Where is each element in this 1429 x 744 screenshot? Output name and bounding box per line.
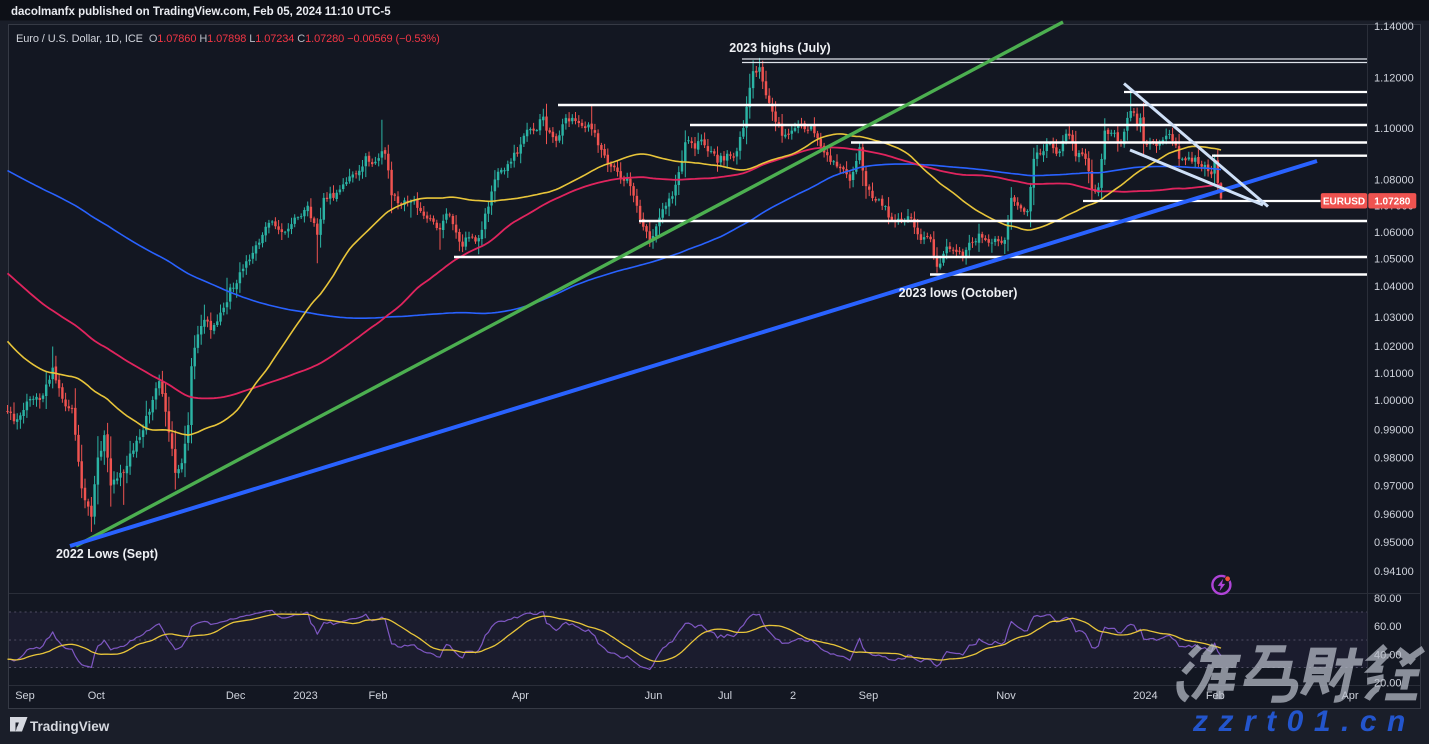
svg-text:2022 Lows (Sept): 2022 Lows (Sept) [56, 547, 158, 561]
svg-text:1.07280: 1.07280 [1374, 197, 1411, 208]
svg-text:Sep: Sep [15, 690, 35, 702]
svg-text:2023: 2023 [293, 690, 317, 702]
svg-text:0.98000: 0.98000 [1374, 453, 1414, 465]
svg-text:0.94100: 0.94100 [1374, 566, 1414, 578]
svg-text:2023 highs (July): 2023 highs (July) [729, 41, 830, 55]
svg-text:1.04000: 1.04000 [1374, 281, 1414, 293]
svg-text:1.12000: 1.12000 [1374, 73, 1414, 85]
svg-text:2: 2 [790, 690, 796, 702]
svg-text:2024: 2024 [1133, 690, 1157, 702]
svg-text:0.99000: 0.99000 [1374, 425, 1414, 437]
svg-text:80.00: 80.00 [1374, 593, 1402, 605]
svg-text:1.08000: 1.08000 [1374, 175, 1414, 187]
svg-text:Jul: Jul [718, 690, 732, 702]
svg-text:0.95000: 0.95000 [1374, 537, 1414, 549]
svg-text:Dec: Dec [226, 690, 246, 702]
svg-text:Oct: Oct [88, 690, 105, 702]
svg-text:60.00: 60.00 [1374, 621, 1402, 633]
svg-text:TradingView: TradingView [30, 719, 110, 734]
svg-text:0.97000: 0.97000 [1374, 481, 1414, 493]
svg-text:1.06000: 1.06000 [1374, 227, 1414, 239]
svg-text:1.00000: 1.00000 [1374, 395, 1414, 407]
svg-text:0.96000: 0.96000 [1374, 509, 1414, 521]
svg-text:Apr: Apr [512, 690, 529, 702]
svg-text:Euro / U.S. Dollar, 1D, ICE O: Euro / U.S. Dollar, 1D, ICE O1.07860 H1.… [16, 33, 440, 45]
svg-text:dacolmanfx published on Tradin: dacolmanfx published on TradingView.com,… [11, 6, 391, 18]
svg-text:1.14000: 1.14000 [1374, 21, 1414, 33]
svg-text:Nov: Nov [996, 690, 1016, 702]
svg-text:EURUSD: EURUSD [1323, 197, 1365, 208]
svg-text:2023 lows (October): 2023 lows (October) [899, 286, 1018, 300]
svg-text:zzrt01.cn: zzrt01.cn [1192, 705, 1416, 738]
svg-text:1.05000: 1.05000 [1374, 254, 1414, 266]
svg-text:Sep: Sep [859, 690, 879, 702]
svg-text:Jun: Jun [645, 690, 663, 702]
svg-text:1.02000: 1.02000 [1374, 341, 1414, 353]
svg-text:1.10000: 1.10000 [1374, 123, 1414, 135]
svg-text:1.01000: 1.01000 [1374, 368, 1414, 380]
svg-text:Feb: Feb [369, 690, 388, 702]
svg-text:1.03000: 1.03000 [1374, 312, 1414, 324]
